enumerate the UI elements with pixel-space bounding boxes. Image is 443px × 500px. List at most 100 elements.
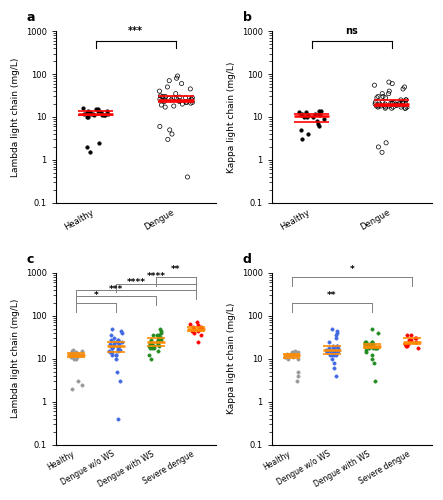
Point [156, 122, 163, 130]
Point [149, 344, 156, 352]
Point [332, 372, 339, 380]
Point [379, 90, 386, 98]
Point [288, 348, 295, 356]
Point [84, 106, 91, 114]
Point [155, 336, 162, 344]
Point [382, 94, 389, 102]
Point [83, 108, 90, 116]
Point [173, 74, 180, 82]
Point [154, 332, 161, 340]
Point [189, 326, 196, 334]
Point [404, 332, 411, 340]
Point [115, 344, 122, 352]
Point [369, 344, 377, 352]
Point [375, 102, 382, 110]
Point [117, 346, 124, 354]
Point [285, 352, 292, 360]
Point [166, 126, 173, 134]
Point [111, 340, 118, 348]
Point [187, 320, 194, 328]
Point [400, 85, 407, 93]
Point [373, 102, 380, 110]
Point [101, 111, 108, 119]
Point [176, 93, 183, 101]
Point [294, 377, 301, 385]
Point [171, 94, 178, 102]
Point [69, 346, 76, 354]
Point [315, 110, 322, 118]
Point [194, 338, 201, 345]
Point [333, 329, 340, 337]
Point [316, 111, 323, 119]
Point [70, 350, 77, 358]
Point [83, 143, 90, 151]
Point [369, 354, 376, 362]
Point [389, 99, 396, 107]
Point [182, 94, 189, 102]
Point [294, 372, 301, 380]
Point [405, 340, 412, 348]
Point [107, 336, 114, 344]
Point [299, 110, 306, 118]
Point [386, 87, 393, 95]
Point [155, 347, 162, 355]
Point [158, 101, 165, 109]
Point [172, 90, 179, 98]
Point [370, 359, 377, 367]
Point [146, 352, 153, 360]
Point [388, 104, 395, 112]
Point [155, 332, 163, 340]
Point [318, 106, 325, 114]
Point [315, 122, 322, 130]
Text: d: d [243, 253, 252, 266]
Point [156, 95, 163, 103]
Point [72, 350, 79, 358]
Point [154, 334, 161, 342]
Point [314, 117, 321, 125]
Point [108, 342, 115, 350]
Point [117, 326, 124, 334]
Point [329, 344, 336, 352]
Point [158, 336, 165, 344]
Point [165, 94, 172, 102]
Point [286, 352, 293, 360]
Point [107, 348, 114, 356]
Point [188, 95, 195, 103]
Point [372, 100, 379, 108]
Point [375, 329, 382, 337]
Point [365, 342, 372, 350]
Point [372, 98, 379, 106]
Point [78, 352, 85, 360]
Point [158, 96, 165, 104]
Point [78, 352, 85, 360]
Point [383, 139, 390, 147]
Point [78, 347, 85, 355]
Point [162, 92, 169, 100]
Point [389, 80, 396, 88]
Point [150, 342, 157, 350]
Point [366, 342, 373, 350]
Point [153, 338, 160, 345]
Point [113, 352, 120, 360]
Point [326, 346, 333, 354]
Point [330, 348, 337, 356]
Point [87, 108, 94, 116]
Point [83, 113, 90, 121]
Point [281, 353, 288, 361]
Point [74, 353, 81, 361]
Y-axis label: Lambda light chain (mg/L): Lambda light chain (mg/L) [11, 299, 20, 418]
Point [331, 344, 338, 352]
Point [399, 99, 406, 107]
Point [74, 377, 82, 385]
Point [106, 340, 113, 348]
Point [179, 100, 186, 108]
Point [393, 101, 400, 109]
Point [69, 385, 76, 393]
Point [401, 104, 408, 112]
Point [80, 104, 87, 112]
Point [328, 324, 335, 332]
Point [404, 103, 411, 111]
Point [183, 98, 190, 106]
Point [290, 348, 297, 356]
Point [412, 334, 420, 342]
